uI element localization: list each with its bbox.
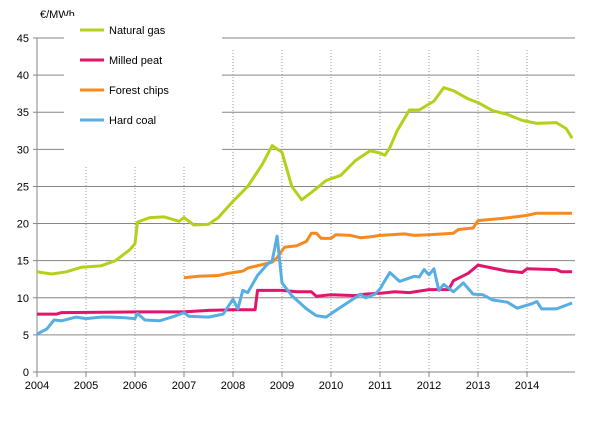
axes: 0 5 10 15 20 25 30 35 40 45 2004 2005 2006 2007 2008 20… [17, 33, 575, 392]
legend: Natural gas Milled peat Forest chips Hard c… [64, 16, 222, 166]
series-line-hard-coal [36, 234, 573, 336]
y-tick-label: 15 [17, 256, 29, 268]
series-line-natural-gas [36, 86, 574, 276]
x-tick-label: 2006 [123, 380, 147, 392]
x-tick-label: 2012 [417, 380, 441, 392]
x-tick-label: 2014 [515, 380, 539, 392]
y-tick-label: 30 [17, 144, 29, 156]
x-tick-label: 2004 [25, 380, 49, 392]
x-tick-label: 2013 [466, 380, 490, 392]
x-tick-label: 2007 [172, 380, 196, 392]
y-tick-label: 10 [17, 293, 29, 305]
y-tick-label: 35 [17, 107, 29, 119]
x-tick-label: 2011 [368, 380, 392, 392]
legend-label: Natural gas [109, 25, 166, 37]
y-tick-label: 40 [17, 70, 29, 82]
series-line-milled-peat [37, 263, 573, 316]
y-tick-label: 5 [23, 330, 29, 342]
x-tick-label: 2008 [221, 380, 245, 392]
series-lines [36, 86, 574, 336]
y-tick-label: 0 [23, 367, 29, 379]
y-tick-label: 20 [17, 219, 29, 231]
y-tick-label: 45 [17, 33, 29, 45]
x-tick-label: 2005 [74, 380, 98, 392]
legend-label: Milled peat [109, 55, 162, 67]
legend-label: Hard coal [109, 115, 156, 127]
y-tick-label: 25 [17, 181, 29, 193]
series-line-forest-chips [183, 211, 573, 280]
legend-label: Forest chips [109, 85, 169, 97]
x-tick-label: 2009 [270, 380, 294, 392]
x-tick-label: 2010 [319, 380, 343, 392]
